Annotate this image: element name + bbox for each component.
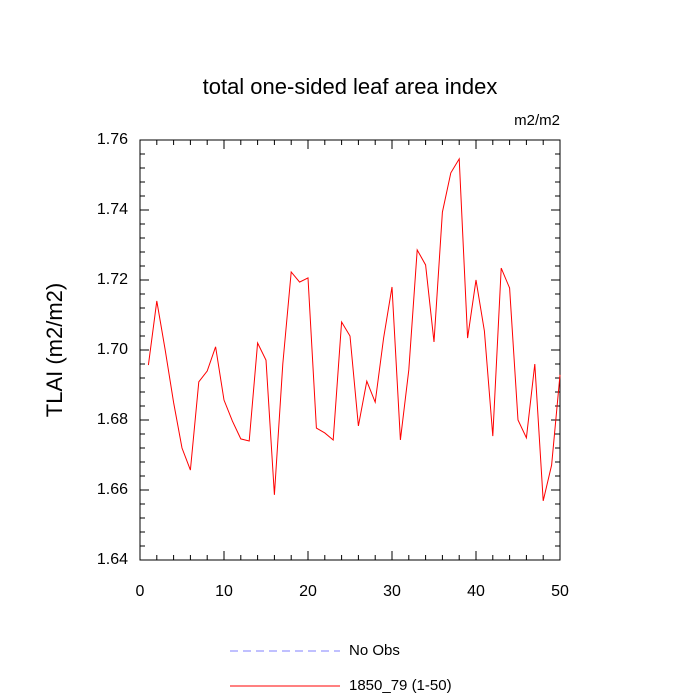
- y-tick-label: 1.70: [97, 341, 128, 358]
- y-tick-label: 1.66: [97, 481, 128, 498]
- y-axis-label: TLAI (m2/m2): [42, 283, 67, 417]
- units-label: m2/m2: [514, 112, 560, 129]
- legend-label: 1850_79 (1-50): [349, 677, 452, 694]
- x-tick-label: 40: [467, 583, 485, 600]
- data-line: [147, 157, 561, 501]
- x-tick-label: 10: [215, 583, 233, 600]
- x-tick-label: 50: [551, 583, 569, 600]
- x-tick-label: 30: [383, 583, 401, 600]
- x-tick-label: 20: [299, 583, 317, 600]
- y-tick-label: 1.74: [97, 201, 128, 218]
- y-tick-label: 1.68: [97, 411, 128, 428]
- x-tick-label: 0: [136, 583, 145, 600]
- chart-title: total one-sided leaf area index: [203, 74, 498, 99]
- legend-label: No Obs: [349, 642, 400, 659]
- y-tick-label: 1.76: [97, 131, 128, 148]
- y-tick-label: 1.72: [97, 271, 128, 288]
- y-tick-label: 1.64: [97, 551, 128, 568]
